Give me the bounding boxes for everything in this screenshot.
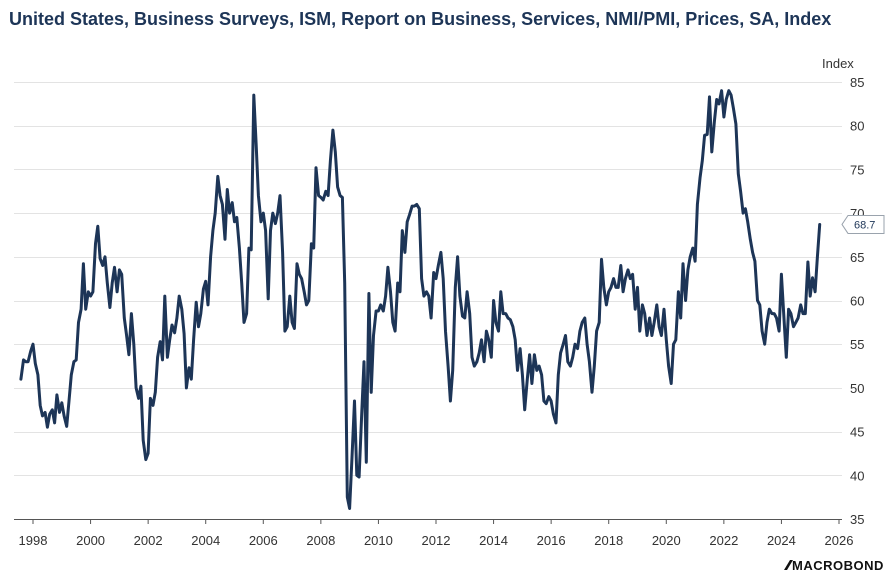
- chart-title: United States, Business Surveys, ISM, Re…: [9, 9, 832, 29]
- x-tick-label: 1998: [19, 533, 48, 548]
- y-tick-label: 35: [850, 512, 864, 527]
- series-line: [19, 89, 822, 510]
- x-tick-label: 2008: [306, 533, 335, 548]
- x-tick-label: 2002: [134, 533, 163, 548]
- x-tick-label: 2000: [76, 533, 105, 548]
- last-value-callout: 68.7: [841, 214, 885, 234]
- y-tick-label: 55: [850, 337, 864, 352]
- x-tick-label: 2006: [249, 533, 278, 548]
- x-tick-label: 2004: [191, 533, 220, 548]
- x-tick-label: 2022: [709, 533, 738, 548]
- gridlines: [14, 82, 842, 476]
- y-tick-label: 50: [850, 381, 864, 396]
- x-axis-ticks: 1998 2000 2002 2004 2006 2008 2010 2012 2014 2016…: [19, 519, 854, 548]
- y-tick-label: 80: [850, 119, 864, 134]
- x-tick-label: 2010: [364, 533, 393, 548]
- x-tick-label: 2026: [825, 533, 854, 548]
- y-tick-label: 45: [850, 425, 864, 440]
- y-tick-label: 60: [850, 294, 864, 309]
- y-tick-label: 75: [850, 162, 864, 177]
- x-tick-label: 2012: [422, 533, 451, 548]
- last-value-box: [841, 214, 885, 234]
- y-tick-label: 65: [850, 250, 864, 265]
- y-tick-label: 40: [850, 468, 864, 483]
- logo-text: MACROBOND: [792, 558, 884, 573]
- x-tick-label: 2024: [767, 533, 796, 548]
- last-value-label: 68.7: [854, 219, 875, 231]
- y-tick-label: 85: [850, 75, 864, 90]
- y-axis-unit-label: Index: [822, 56, 854, 71]
- x-tick-label: 2020: [652, 533, 681, 548]
- x-tick-label: 2014: [479, 533, 508, 548]
- logo-slash-mark: [784, 560, 793, 570]
- x-tick-label: 2018: [594, 533, 623, 548]
- x-tick-label: 2016: [537, 533, 566, 548]
- macrobond-logo: MACROBOND: [784, 558, 884, 573]
